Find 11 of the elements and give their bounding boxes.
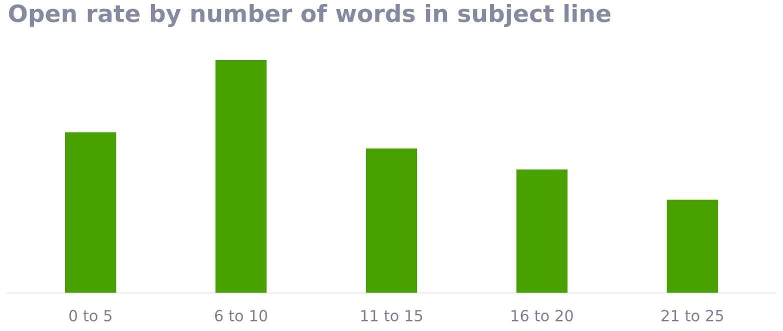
x-tick-label: 16 to 20 bbox=[512, 310, 573, 322]
x-tick-label: 11 to 15 bbox=[361, 310, 422, 322]
x-tick-label: 21 to 25 bbox=[662, 310, 724, 322]
x-tick-label: 6 to 10 bbox=[215, 310, 268, 322]
bar bbox=[516, 169, 568, 293]
x-tick-label: 0 to 5 bbox=[69, 310, 112, 322]
bar bbox=[666, 200, 718, 293]
bar bbox=[366, 148, 418, 293]
chart-title: Open rate by number of words in subject line bbox=[9, 4, 610, 28]
bar bbox=[215, 60, 267, 293]
bar bbox=[65, 132, 116, 293]
